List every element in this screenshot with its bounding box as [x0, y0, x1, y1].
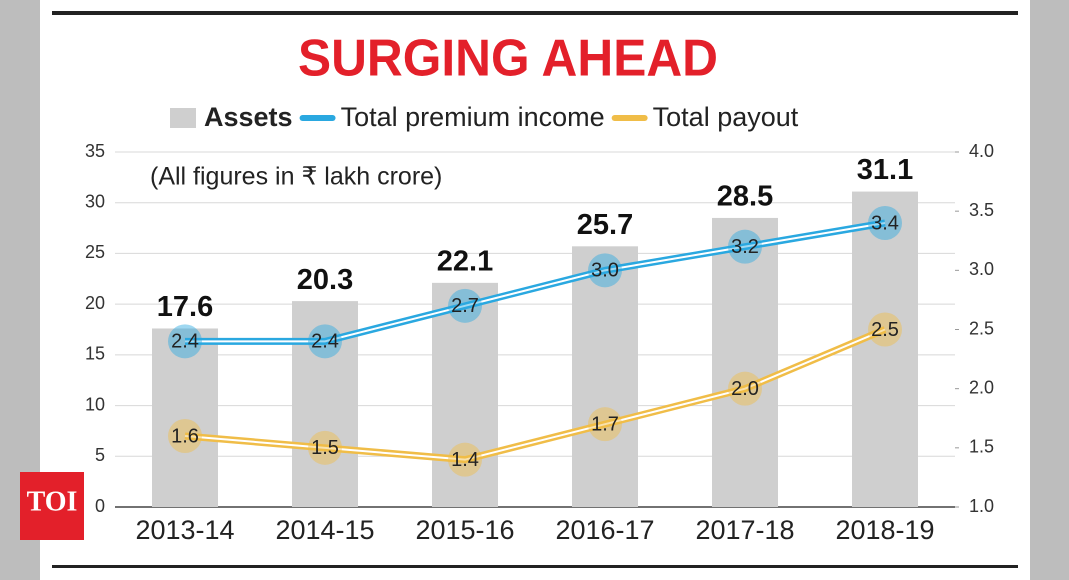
x-tick-label: 2017-18	[695, 515, 794, 545]
point-value-label: 3.2	[731, 236, 759, 258]
x-tick-label: 2015-16	[415, 515, 514, 545]
point-value-label: 3.4	[871, 212, 899, 234]
chart-title: SURGING AHEAD	[298, 30, 718, 88]
point	[588, 407, 622, 442]
point-value-label: 1.5	[311, 437, 339, 459]
point	[868, 312, 902, 347]
y-tick-label: 0	[95, 496, 105, 516]
x-tick-label: 2016-17	[555, 515, 654, 545]
x-tick-label: 2018-19	[835, 515, 934, 545]
bar	[432, 282, 498, 507]
point-value-label: 1.6	[171, 425, 199, 447]
top-rule	[52, 11, 1018, 15]
bar	[572, 246, 638, 508]
point	[728, 229, 762, 264]
y2-tick-label: 4.0	[969, 141, 994, 161]
y-tick-label: 20	[85, 293, 105, 313]
point-value-label: 2.0	[731, 378, 759, 400]
legend-label: Total premium income	[341, 102, 605, 132]
point-value-label: 2.7	[451, 295, 479, 317]
bar-value-label: 22.1	[437, 245, 493, 277]
point	[308, 430, 342, 465]
point-value-label: 2.5	[871, 319, 899, 341]
subtitle: (All figures in ₹ lakh crore)	[150, 163, 442, 191]
y2-tick-label: 2.5	[969, 318, 994, 338]
logo: TOI	[27, 486, 78, 517]
bar-value-label: 25.7	[577, 209, 633, 241]
bar	[152, 328, 218, 507]
bar-value-label: 20.3	[297, 264, 353, 296]
y-tick-label: 25	[85, 242, 105, 262]
point	[728, 371, 762, 406]
point-value-label: 1.4	[451, 449, 479, 471]
point	[168, 419, 202, 453]
x-tick-label: 2013-14	[135, 515, 234, 545]
line-highlight	[184, 328, 886, 461]
y2-tick-label: 2.0	[969, 377, 994, 397]
bar	[712, 217, 778, 507]
y2-tick-label: 3.5	[969, 200, 994, 220]
bar	[852, 191, 918, 508]
legend-label: Total payout	[653, 102, 799, 132]
y-tick-label: 5	[95, 445, 105, 465]
bar-value-label: 28.5	[717, 181, 773, 213]
point	[168, 324, 202, 359]
logo-box	[20, 472, 84, 540]
point-value-label: 1.7	[591, 413, 619, 435]
point	[448, 288, 482, 323]
line-highlight	[185, 222, 886, 343]
y-tick-label: 35	[85, 141, 105, 161]
legend-label: Assets	[204, 102, 293, 132]
y-tick-label: 10	[85, 394, 105, 414]
point	[588, 253, 622, 288]
x-tick-label: 2014-15	[275, 515, 374, 545]
y2-tick-label: 3.0	[969, 259, 994, 279]
bar-value-label: 17.6	[157, 291, 213, 323]
point-value-label: 2.4	[171, 331, 199, 353]
point-value-label: 2.4	[311, 331, 339, 353]
point	[448, 442, 482, 477]
bar-value-label: 31.1	[857, 154, 913, 186]
y2-tick-label: 1.0	[969, 496, 994, 516]
point	[308, 324, 342, 359]
y-tick-label: 30	[85, 191, 105, 211]
legend-swatch	[170, 108, 196, 128]
y-tick-label: 15	[85, 344, 105, 364]
point	[868, 206, 902, 240]
y2-tick-label: 1.5	[969, 437, 994, 457]
bottom-rule	[52, 565, 1018, 568]
point-value-label: 3.0	[591, 260, 619, 282]
